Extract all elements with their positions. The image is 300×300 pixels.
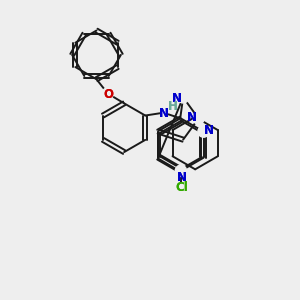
Text: N: N: [172, 92, 182, 105]
Text: N: N: [187, 111, 197, 124]
Text: N: N: [176, 171, 187, 184]
Text: N: N: [204, 124, 214, 137]
Text: H: H: [168, 100, 178, 113]
Text: N: N: [159, 106, 169, 120]
Circle shape: [198, 126, 209, 137]
Text: O: O: [103, 88, 113, 101]
Text: N: N: [204, 124, 214, 137]
Text: N: N: [172, 92, 182, 105]
Circle shape: [175, 165, 187, 176]
Text: N: N: [176, 171, 187, 184]
Circle shape: [178, 92, 189, 103]
Text: H: H: [168, 100, 178, 113]
Text: O: O: [103, 88, 113, 101]
Text: Cl: Cl: [175, 181, 188, 194]
Text: Cl: Cl: [175, 181, 188, 194]
Circle shape: [193, 113, 204, 124]
Text: N: N: [187, 111, 197, 124]
Text: N: N: [159, 106, 169, 120]
Circle shape: [102, 88, 113, 99]
